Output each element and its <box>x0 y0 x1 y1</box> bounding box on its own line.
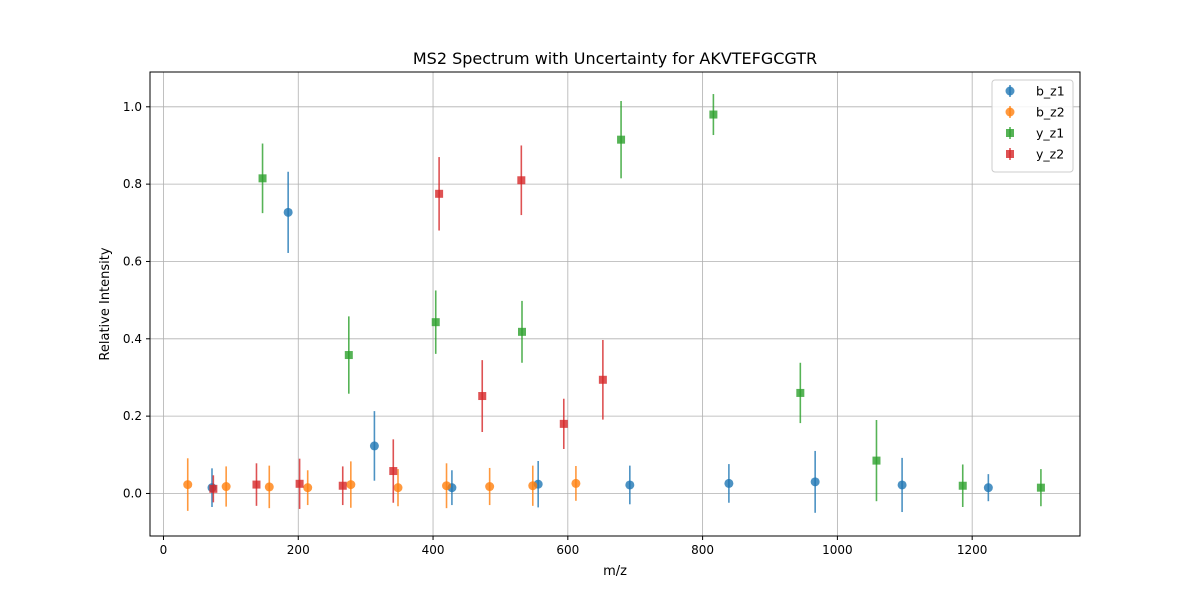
data-point-y_z2 <box>435 189 444 198</box>
y-axis-label: Relative Intensity <box>98 247 113 360</box>
data-point-b_z2 <box>303 483 313 493</box>
data-point-y_z1 <box>431 318 440 327</box>
tick-layer: 0 200 400 600 800 1000 1200 0.0 0.2 0.4 0.6 0.8 1.0 <box>123 100 988 557</box>
data-point-y_z1 <box>709 110 718 119</box>
data-point-y_z1 <box>958 481 967 490</box>
y-tick-label: 1.0 <box>123 100 142 114</box>
data-point-b_z1 <box>625 480 635 490</box>
data-point-b_z2 <box>264 482 274 492</box>
chart-title: MS2 Spectrum with Uncertainty for AKVTEF… <box>413 49 817 68</box>
series-y_z1 <box>258 94 1045 507</box>
data-point-b_z2 <box>442 481 452 491</box>
y-tick-label: 0.0 <box>123 486 142 500</box>
data-point-y_z2 <box>559 419 568 428</box>
legend-label-b_z2: b_z2 <box>1036 105 1065 120</box>
data-point-b_z2 <box>528 481 538 491</box>
legend-item-b_z1: b_z1 <box>1005 84 1065 99</box>
legend-label-b_z1: b_z1 <box>1036 84 1065 99</box>
data-point-b_z1 <box>810 477 820 487</box>
x-axis-label: m/z <box>603 564 627 579</box>
data-point-y_z2 <box>252 480 261 489</box>
data-point-y_z1 <box>1036 483 1045 492</box>
y-tick-label: 0.8 <box>123 177 142 191</box>
data-point-y_z2 <box>338 481 347 490</box>
legend: b_z1 b_z2 y_z1 y_z2 <box>991 79 1074 173</box>
series-b_z2 <box>183 458 581 511</box>
data-point-b_z2 <box>183 480 193 490</box>
data-point-b_z2 <box>221 482 231 492</box>
data-point-y_z2 <box>478 392 487 401</box>
x-tick-label: 200 <box>287 543 310 557</box>
data-point-b_z1 <box>983 483 993 493</box>
data-point-b_z1 <box>724 478 734 488</box>
data-point-y_z2 <box>598 375 607 384</box>
legend-item-b_z2: b_z2 <box>1005 105 1065 120</box>
data-point-b_z1 <box>369 441 379 451</box>
legend-label-y_z2: y_z2 <box>1036 147 1064 162</box>
series-y_z2 <box>209 145 607 509</box>
legend-marker-b_z1 <box>1005 86 1015 96</box>
data-point-y_z2 <box>209 484 218 493</box>
x-tick-label: 800 <box>691 543 714 557</box>
data-point-y_z1 <box>617 135 626 144</box>
data-point-b_z2 <box>393 483 403 493</box>
data-point-y_z1 <box>518 327 526 336</box>
legend-marker-y_z1 <box>1006 129 1014 137</box>
data-point-b_z1 <box>897 480 907 490</box>
data-point-b_z2 <box>346 480 356 490</box>
data-point-y_z1 <box>258 174 267 183</box>
data-point-b_z2 <box>571 478 581 488</box>
data-point-y_z1 <box>344 351 353 360</box>
data-point-y_z2 <box>389 467 398 476</box>
data-point-y_z1 <box>796 388 805 397</box>
legend-item-y_z1: y_z1 <box>1006 126 1064 141</box>
plot-frame <box>149 71 1081 537</box>
legend-marker-b_z2 <box>1005 107 1015 117</box>
legend-marker-y_z2 <box>1006 150 1014 158</box>
grid-layer <box>150 72 1080 536</box>
legend-label-y_z1: y_z1 <box>1036 126 1064 141</box>
x-tick-label: 0 <box>160 543 168 557</box>
y-tick-label: 0.2 <box>123 409 142 423</box>
plot-area <box>150 72 1080 536</box>
x-tick-label: 1000 <box>822 543 853 557</box>
x-tick-label: 1200 <box>957 543 988 557</box>
data-point-y_z1 <box>872 456 881 465</box>
data-point-b_z2 <box>485 482 495 492</box>
y-tick-label: 0.4 <box>123 332 142 346</box>
data-point-b_z1 <box>283 207 293 217</box>
y-tick-label: 0.6 <box>123 254 142 268</box>
x-tick-label: 400 <box>422 543 445 557</box>
data-point-y_z2 <box>295 479 304 488</box>
legend-box <box>991 79 1074 173</box>
data-point-y_z2 <box>517 176 526 185</box>
legend-item-y_z2: y_z2 <box>1006 147 1064 162</box>
x-tick-label: 600 <box>556 543 579 557</box>
data-layer <box>183 94 1045 513</box>
